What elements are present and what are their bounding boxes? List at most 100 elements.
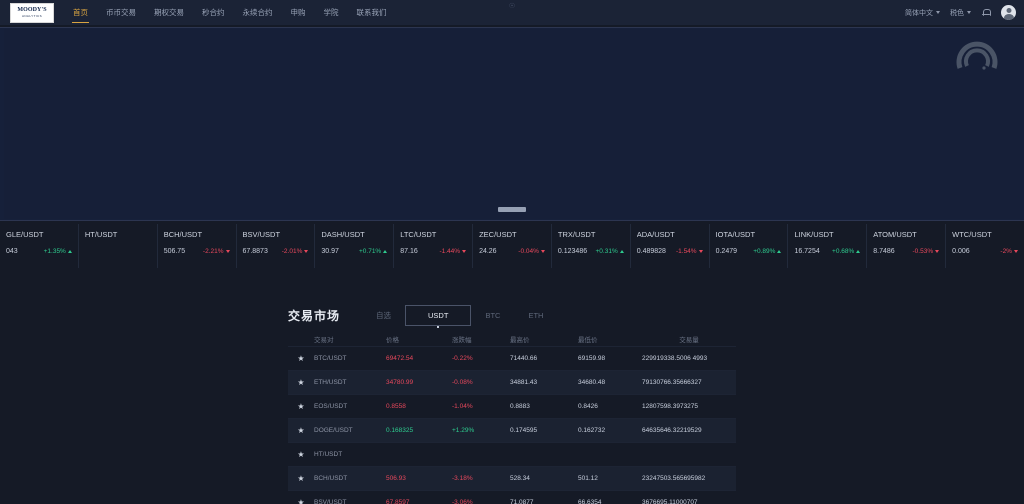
arrow-down-icon (225, 250, 230, 253)
ticker-values: 0.123486 +0.31% (558, 248, 624, 255)
cell-low: 34680.48 (578, 379, 606, 386)
cell-change: -3.18% (452, 475, 473, 482)
cell-volume: 64635646.32219529 (642, 427, 702, 434)
table-row[interactable]: ★ BCH/USDT 506.93 -3.18% 528.34 501.12 2324750… (288, 466, 736, 490)
nav-item-5[interactable]: 申购 (290, 7, 306, 17)
ticker-change: +0.89% (753, 248, 782, 255)
ticker-item[interactable]: ATOM/USDT 8.7486 -0.53% (867, 224, 947, 268)
cell-price: 0.168325 (386, 427, 414, 434)
favorite-star-icon[interactable]: ★ (288, 449, 314, 459)
arrow-up-icon (67, 250, 72, 253)
nav-item-3[interactable]: 秒合约 (202, 7, 225, 17)
column-header-high[interactable]: 最高价 (510, 337, 530, 344)
table-row[interactable]: ★ DOGE/USDT 0.168325 +1.29% 0.174595 0.162732… (288, 418, 736, 442)
ticker-pair: WTC/USDT (952, 230, 992, 239)
column-header-pair[interactable]: 交易对 (314, 337, 334, 344)
ticker-change: +0.71% (359, 248, 388, 255)
user-avatar-icon[interactable] (1001, 5, 1016, 20)
ticker-item[interactable]: BCH/USDT 506.75 -2.21% (158, 224, 237, 268)
page-title: 交易市场 (288, 308, 341, 323)
ticker-price: 0.2479 (715, 248, 738, 255)
top-navigation-bar: MOODY'S ANALYTICS 首页 币币交易 期权交易 秒合约 永续合约 申购 学院 联… (0, 0, 1024, 26)
ticker-price: 0.006 (952, 248, 970, 255)
ticker-change-value: -0.53% (912, 248, 934, 255)
nav-item-7[interactable]: 联系我们 (356, 7, 387, 17)
ticker-item[interactable]: GLE/USDT 043 +1.35% (0, 224, 79, 268)
ticker-pair: LINK/USDT (794, 230, 834, 239)
column-header-price[interactable]: 价格 (386, 337, 399, 344)
favorite-star-icon[interactable]: ★ (288, 401, 314, 411)
column-header-volume[interactable]: 交易量 (679, 337, 699, 344)
brand-logo[interactable]: MOODY'S ANALYTICS (10, 2, 54, 23)
market-table: 交易对 价格 涨跌幅 最高价 最低价 交易量 ★ BTC/USDT 69472.54… (288, 332, 736, 504)
tab-ETH[interactable]: ETH (528, 310, 544, 320)
table-row[interactable]: ★ EOS/USDT 0.8558 -1.04% 0.8883 0.8426 1280759… (288, 394, 736, 418)
ticker-change-value: +0.68% (832, 248, 855, 255)
cell-volume: 79130766.35666327 (642, 379, 702, 386)
arrow-down-icon (304, 250, 309, 253)
favorite-star-icon[interactable]: ★ (288, 378, 314, 387)
table-row[interactable]: ★ BTC/USDT 69472.54 -0.22% 71440.66 69159.98 2… (288, 346, 736, 370)
language-selector[interactable]: 简体中文 (905, 8, 940, 18)
star-glyph: ★ (297, 497, 305, 504)
ticker-item[interactable]: LTC/USDT 87.16 -1.44% (394, 224, 474, 268)
ticker-item[interactable]: WTC/USDT 0.006 -2% (946, 224, 1024, 268)
tab-USDT[interactable]: USDT (405, 304, 472, 326)
carousel-indicator[interactable] (498, 207, 526, 212)
favorite-star-icon[interactable]: ★ (288, 497, 314, 504)
column-header-change[interactable]: 涨跌幅 (452, 337, 472, 344)
nav-item-0[interactable]: 首页 (64, 0, 97, 26)
table-row[interactable]: ★ ETH/USDT 34780.99 -0.08% 34881.43 34680.48 7… (288, 370, 736, 394)
nav-item-4[interactable]: 永续合约 (242, 7, 273, 17)
cell-pair: BTC/USDT (314, 355, 347, 362)
ticker-change-value: -0.04% (518, 248, 539, 255)
cell-price: 506.93 (386, 475, 406, 482)
column-header-low[interactable]: 最低价 (578, 337, 598, 344)
star-glyph: ★ (297, 449, 305, 459)
cell-pair: BCH/USDT (314, 475, 348, 482)
favorite-star-icon[interactable]: ★ (288, 474, 314, 483)
favorite-star-icon[interactable]: ★ (288, 354, 314, 363)
ticker-values: 30.97 +0.71% (321, 248, 388, 255)
cell-pair: HT/USDT (314, 451, 343, 458)
ticker-change-value: +0.31% (595, 248, 618, 255)
ticker-item[interactable]: LINK/USDT 16.7254 +0.68% (788, 224, 868, 268)
cell-price: 67.8597 (386, 499, 410, 504)
arrow-up-icon (777, 250, 782, 253)
ticker-item[interactable]: ZEC/USDT 24.26 -0.04% (473, 224, 552, 268)
nav-items: 首页 币币交易 期权交易 秒合约 永续合约 申购 学院 联系我们 (64, 0, 396, 26)
ticker-item[interactable]: HT/USDT (79, 224, 158, 268)
ticker-item[interactable]: ADA/USDT 0.489828 -1.54% (631, 224, 710, 268)
ticker-pair: HT/USDT (84, 230, 118, 239)
cell-low: 0.8426 (578, 403, 598, 410)
currency-selector[interactable]: 税色 (950, 8, 971, 18)
nav-item-2[interactable]: 期权交易 (154, 7, 184, 17)
arrow-down-icon (540, 250, 545, 253)
cell-change: -0.22% (452, 355, 473, 362)
star-glyph: ★ (297, 401, 305, 411)
ticker-item[interactable]: BSV/USDT 67.8873 -2.01% (237, 224, 316, 268)
ticker-values: 0.006 -2% (952, 248, 1018, 255)
ticker-item[interactable]: IOTA/USDT 0.2479 +0.89% (710, 224, 789, 268)
ticker-price: 24.26 (479, 248, 497, 255)
ticker-item[interactable]: DASH/USDT 30.97 +0.71% (315, 224, 395, 268)
cell-low: 501.12 (578, 475, 598, 482)
ticker-item[interactable]: TRX/USDT 0.123486 +0.31% (552, 224, 631, 268)
circle-c-logo-icon (954, 37, 1000, 83)
cell-volume: 23247503.565695982 (642, 475, 706, 482)
table-row[interactable]: ★ BSV/USDT 67.8597 -3.06% 71.0877 66.6354 3676… (288, 490, 736, 504)
favorite-star-icon[interactable]: ★ (288, 426, 314, 435)
ticker-values: 16.7254 +0.68% (794, 248, 861, 255)
table-row[interactable]: ★ HT/USDT (288, 442, 736, 466)
ticker-price: 87.16 (400, 248, 418, 255)
bell-icon[interactable] (981, 7, 991, 18)
cell-low: 66.6354 (578, 499, 602, 504)
ticker-pair: BSV/USDT (242, 230, 281, 239)
cell-price: 69472.54 (386, 355, 414, 362)
nav-item-1[interactable]: 币币交易 (106, 7, 136, 17)
cell-pair: ETH/USDT (314, 379, 347, 386)
ticker-change: -2.01% (282, 248, 309, 255)
tab-自选[interactable]: 自选 (376, 310, 392, 320)
nav-item-6[interactable]: 学院 (323, 7, 339, 17)
tab-BTC[interactable]: BTC (485, 310, 501, 320)
